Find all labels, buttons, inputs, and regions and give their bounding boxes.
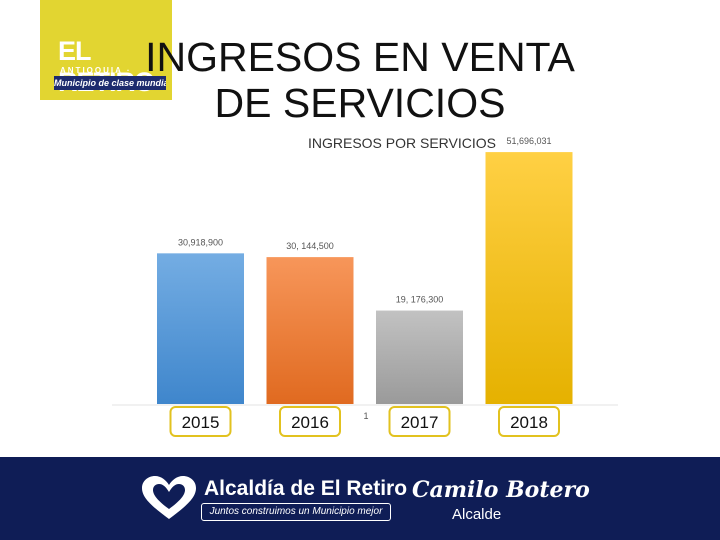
municipality-logo: EL RETIRO ANTIOQUIA · COLOMBIA Municipio… xyxy=(40,0,172,100)
data-label-2016: 30, 144,500 xyxy=(286,241,334,251)
chart-title: INGRESOS POR SERVICIOS xyxy=(307,135,496,151)
mayor-name: Camilo Botero xyxy=(412,477,590,503)
category-label-box-2018 xyxy=(498,406,560,437)
bar-2018 xyxy=(485,152,573,404)
x-tick-label-2016: 2016 xyxy=(291,413,329,432)
data-label-2017: 19, 176,300 xyxy=(396,295,444,305)
data-label-2015: 30,918,900 xyxy=(178,237,223,247)
page-title: INGRESOS EN VENTA DE SERVICIOS xyxy=(120,34,600,126)
category-label-box-2015 xyxy=(169,406,232,437)
footer-banner: Alcaldía de El Retiro Juntos construimos… xyxy=(0,457,720,540)
data-label-2018: 51,696,031 xyxy=(506,136,551,146)
x-tick-label-2018: 2018 xyxy=(510,413,548,432)
category-label-box-2016 xyxy=(279,406,341,437)
page-title-line-2: DE SERVICIOS xyxy=(214,80,506,126)
mayor-role: Alcalde xyxy=(452,506,502,523)
category-label-box-2017 xyxy=(388,406,451,437)
bar-2017 xyxy=(376,310,463,404)
org-slogan: Juntos construimos un Municipio mejor xyxy=(201,503,391,521)
org-name: Alcaldía de El Retiro xyxy=(204,477,408,500)
logo-tagline: Municipio de clase mundial xyxy=(54,76,166,90)
bar-2016 xyxy=(266,257,354,404)
heart-icon xyxy=(142,476,196,519)
bar-2015 xyxy=(157,253,244,404)
bar-chart: 30,918,900 2015 30, 144,500 2016 19, 176,300… xyxy=(112,136,618,437)
x-tick-label-2015: 2015 xyxy=(182,413,220,432)
stray-label: 1 xyxy=(363,411,368,421)
page-title-line-1: INGRESOS EN VENTA xyxy=(145,34,575,80)
x-tick-label-2017: 2017 xyxy=(401,413,439,432)
